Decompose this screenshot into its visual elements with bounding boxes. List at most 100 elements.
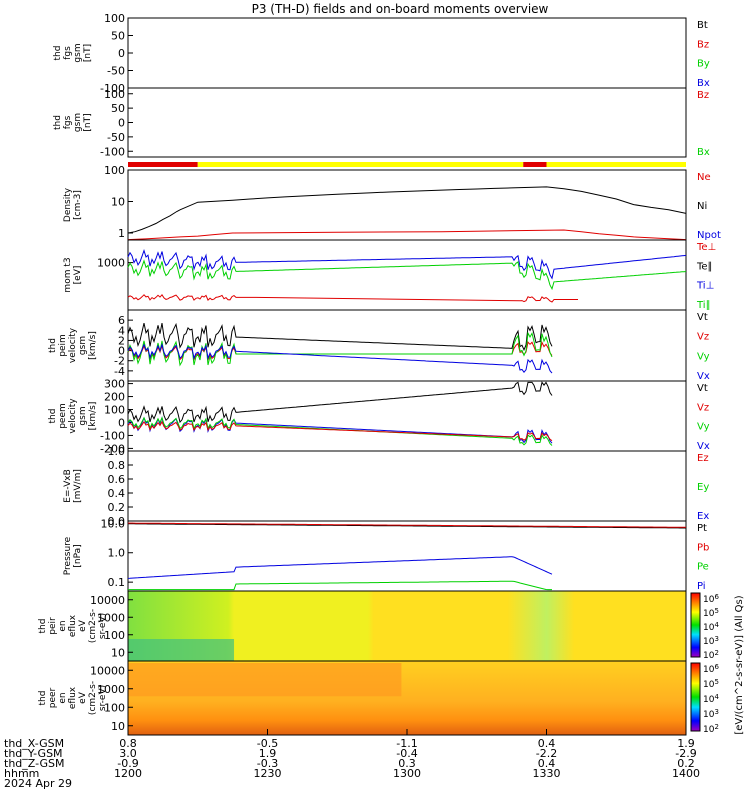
- legend-entry: Te⊥: [696, 242, 716, 253]
- legend-entry: Vt: [697, 312, 708, 323]
- y-label-line: eV: [78, 619, 88, 632]
- legend-entry: Ti⊥: [696, 281, 714, 292]
- x-tick-label: -0.4: [396, 747, 417, 760]
- y-tick-label: 0: [118, 117, 125, 130]
- legend-entry: By: [697, 59, 710, 70]
- colorbar: [690, 662, 701, 732]
- y-tick-label: 0.0: [108, 515, 126, 528]
- legend-entry: Pt: [697, 523, 707, 534]
- y-tick-label: -2: [114, 355, 125, 368]
- y-label-line: sr-eV): [98, 685, 108, 711]
- vy2-trace: [127, 416, 553, 446]
- x-tick-label: -2.2: [536, 747, 557, 760]
- y-tick-label: 50: [111, 102, 125, 115]
- y-tick-label: 2: [118, 334, 125, 347]
- panel-frame: [127, 17, 687, 89]
- x-tick-label: 0.4: [538, 737, 556, 750]
- mode-segment: [546, 162, 686, 167]
- y-tick-label: 0.4: [108, 487, 126, 500]
- y-tick-label: 100: [104, 164, 125, 177]
- y-label-line: E=-VxB: [63, 469, 73, 503]
- y-tick-label: 1.0: [108, 547, 126, 560]
- y-label-line: gsm: [73, 43, 83, 62]
- y-label-line: mom t3: [63, 257, 73, 292]
- y-tick-label: 100: [104, 629, 125, 642]
- ti-par-trace: [127, 293, 578, 303]
- mode-segment: [197, 162, 524, 167]
- x-row-label: 2024 Apr 29: [4, 777, 72, 790]
- legend-entry: Vy: [697, 422, 710, 433]
- x-tick-label: 1200: [114, 767, 142, 780]
- vt2-trace: [127, 381, 553, 424]
- y-tick-label: 0: [118, 47, 125, 60]
- y-label-line: [nT]: [83, 113, 93, 131]
- colorbar-tick: 103: [703, 635, 719, 647]
- legend-entry: Ne: [697, 172, 711, 183]
- legend-entry: Vt: [697, 383, 708, 394]
- vz2-trace: [127, 420, 553, 442]
- y-axis-label: Density [cm-3]: [63, 187, 83, 222]
- series-line: [127, 186, 687, 234]
- y-label-line: en: [58, 620, 68, 631]
- legend-entry: Bz: [697, 39, 709, 50]
- y-tick-label: 100: [104, 88, 125, 101]
- colorbar: [690, 592, 701, 658]
- panel-fgs: thd fgs gsm [nT] 100 50 0 -50 -100 Bt Bz By Bx: [53, 12, 710, 95]
- y-tick-label: 1000: [97, 611, 125, 624]
- vx-trace: [127, 342, 553, 374]
- x-tick-label: 1.9: [259, 747, 277, 760]
- y-label-line: en: [58, 692, 68, 703]
- y-tick-label: 10000: [90, 664, 125, 677]
- ion-low-energy-band: [128, 639, 235, 661]
- legend-entry: Vx: [697, 441, 710, 452]
- colorbar-tick: 105: [703, 607, 719, 619]
- y-axis-label: Pressure [nPa]: [63, 536, 83, 575]
- y-label-line: gsm: [73, 113, 83, 132]
- x-tick-label: 0.2: [677, 757, 695, 770]
- y-tick-label: 1: [118, 227, 125, 240]
- y-tick-label: 50: [111, 30, 125, 43]
- y-tick-label: 200: [104, 391, 125, 404]
- colorbar-tick: 102: [703, 723, 719, 735]
- y-tick-label: 6: [118, 314, 125, 327]
- panel-frame: [127, 87, 687, 158]
- pb-trace: [128, 522, 686, 528]
- y-tick-label: -100: [100, 145, 125, 158]
- pt-trace: [128, 523, 686, 529]
- y-label-line: thd: [38, 619, 48, 634]
- y-axis-label: thd peim velocity gsm [km/s]: [48, 327, 98, 363]
- vt-trace: [127, 322, 553, 352]
- panel-frame: [127, 450, 687, 522]
- electron-flux-block: [128, 663, 402, 697]
- y-axis-label: thd peem velocity gsm [km/s]: [48, 398, 98, 434]
- y-label-line: velocity: [68, 398, 78, 434]
- panel-density: Density [cm-3] 100 10 1 Ne Ni Npot: [63, 164, 721, 241]
- y-label-line: sr-eV): [98, 613, 108, 639]
- x-tick-label: 1.9: [677, 737, 695, 750]
- y-tick-label: 100: [104, 12, 125, 25]
- y-tick-label: 4: [118, 324, 125, 337]
- y-tick-label: 1.0: [108, 445, 126, 458]
- y-tick-label: 1000: [97, 683, 125, 696]
- pi-trace: [127, 556, 553, 579]
- panel-ion-energy-flux: thd peir en eflux eV (cm2-s-sr-eV) 10000 1000 10…: [38, 590, 687, 662]
- panel-mode-bar: [128, 162, 686, 167]
- y-tick-label: 1000: [97, 257, 125, 270]
- y-tick-label: 0: [118, 416, 125, 429]
- y-label-line: thd: [53, 46, 63, 61]
- y-label-line: eV: [78, 691, 88, 704]
- y-label-line: fgs: [63, 46, 73, 60]
- legend-entry: Vx: [697, 371, 710, 382]
- colorbar-tick: 106: [703, 663, 719, 675]
- legend-entry: Bt: [697, 20, 708, 31]
- colorbar-tick: 105: [703, 678, 719, 690]
- panel-electron-energy-flux: thd peer en eflux eV (cm2-s-sr-eV) 10000 1000 10…: [38, 660, 687, 736]
- y-tick-label: 100: [104, 701, 125, 714]
- colorbar-label: [eV/(cm^2-s-sr-eV)] (All Qs): [734, 595, 745, 734]
- y-label-line: (cm2-s-: [88, 681, 98, 715]
- y-label-line: velocity: [68, 327, 78, 363]
- colorbar-tick: 102: [703, 649, 719, 661]
- x-tick-label: -0.3: [257, 757, 278, 770]
- y-label-line: gsm: [78, 336, 88, 355]
